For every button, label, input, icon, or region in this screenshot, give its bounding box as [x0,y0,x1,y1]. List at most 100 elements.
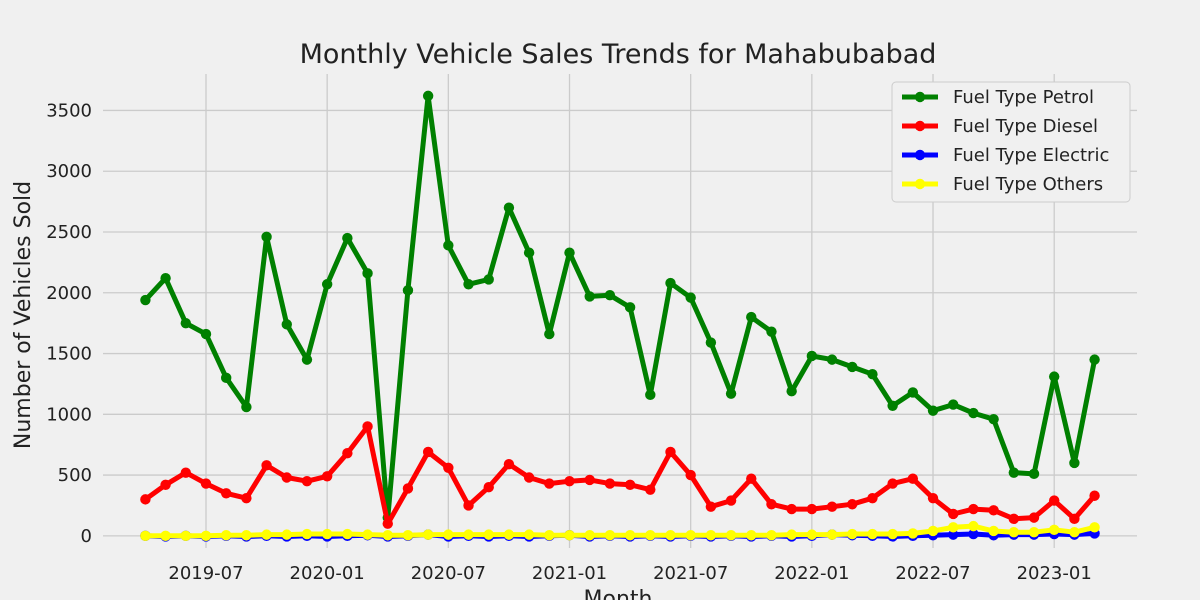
data-point [927,492,939,504]
data-point [826,529,838,540]
data-point [180,317,192,329]
data-point [342,232,353,244]
data-point [665,446,676,458]
data-point [604,530,616,541]
data-point [402,285,414,296]
data-point [746,311,757,323]
x-axis-label: Month [584,587,653,600]
data-point [422,529,434,540]
y-tick-label: 500 [58,465,92,486]
data-point [160,272,171,284]
data-point [907,528,919,539]
data-point [564,530,575,541]
data-point [584,291,595,302]
data-point [321,279,333,290]
data-point [503,529,515,540]
data-point [261,460,272,471]
data-point [624,302,636,313]
data-point [948,529,959,540]
data-point [1089,522,1100,533]
data-point [887,528,898,540]
data-point [746,473,757,484]
data-point [523,247,535,258]
data-point [604,478,616,489]
data-point [1048,495,1060,506]
data-point [443,462,454,473]
x-tick-label: 2020-01 [290,563,365,584]
legend-item-fuel-type-others: Fuel Type Others [902,174,1103,195]
legend-label: Fuel Type Others [953,174,1103,195]
data-point [725,530,737,541]
data-point [281,319,292,330]
data-point [463,279,474,290]
x-tick-label: 2022-07 [895,563,970,584]
x-tick-label: 2021-07 [653,563,728,584]
data-point [443,529,454,540]
legend-item-fuel-type-electric: Fuel Type Electric [902,145,1109,166]
data-point [685,469,696,481]
y-axis-label: Number of Vehicles Sold [11,181,36,449]
data-point [301,354,313,365]
data-point [665,277,676,289]
data-point [1069,513,1080,525]
data-point [241,530,252,541]
data-point [584,530,595,541]
data-point [968,520,979,532]
legend-label: Fuel Type Petrol [953,87,1094,108]
data-point [685,292,696,303]
data-point [422,90,434,102]
data-point [988,413,999,425]
data-point [1069,527,1080,538]
data-point [725,495,737,506]
data-point [1028,527,1040,538]
data-point [523,472,535,483]
data-point [725,388,737,399]
data-point [564,475,575,487]
data-point [301,475,313,487]
data-point [826,354,838,365]
data-point [544,328,555,340]
data-point [766,530,777,541]
data-point [847,528,858,540]
legend-item-fuel-type-petrol: Fuel Type Petrol [902,87,1094,108]
data-point [887,478,898,489]
data-point [705,501,717,512]
data-point [200,328,212,340]
data-point [746,530,757,541]
data-point [786,529,797,540]
y-tick-label: 0 [81,526,92,547]
data-point [463,500,474,511]
x-axis-ticks: 2019-07 2020-01 2020-07 2021-01 2021-07 2022-… [168,563,1091,584]
y-tick-label: 2500 [46,222,92,243]
legend-swatch-marker [914,149,926,161]
data-point [362,268,373,279]
data-point [645,484,656,495]
data-point [1028,468,1040,480]
data-point [968,503,979,515]
y-tick-label: 2000 [46,283,92,304]
series-group [140,90,1100,542]
x-tick-label: 2022-01 [774,563,849,584]
data-point [1048,524,1060,535]
data-point [503,202,515,213]
data-point [1008,467,1020,478]
data-point [140,294,151,306]
data-point [786,503,797,515]
legend-swatch-marker [914,120,926,132]
data-point [220,530,232,541]
data-point [1089,354,1100,365]
data-point [422,446,434,458]
legend-item-fuel-type-diesel: Fuel Type Diesel [902,116,1098,137]
data-point [200,530,212,542]
data-point [443,240,454,251]
data-point [584,474,595,486]
data-point [847,499,858,510]
data-point [241,401,252,413]
data-point [806,529,818,540]
data-point [1048,371,1060,382]
x-tick-label: 2019-07 [168,563,243,584]
data-point [281,472,292,483]
data-point [948,399,959,410]
data-point [342,448,353,459]
data-point [261,529,272,540]
